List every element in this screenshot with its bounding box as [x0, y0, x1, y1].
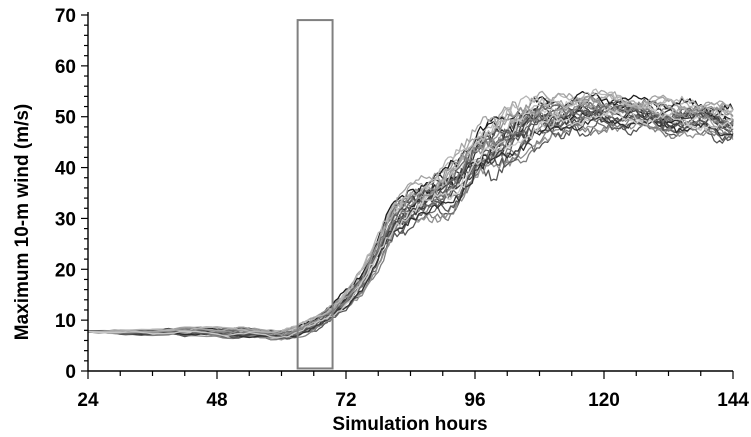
x-tick-label: 24 [77, 390, 99, 411]
ensemble-member-line [87, 88, 734, 333]
ensemble-member-line [87, 109, 734, 339]
y-tick-label: 20 [55, 260, 76, 281]
y-tick-label: 10 [55, 311, 76, 332]
y-tick-label: 70 [55, 6, 76, 27]
axis-layer: 0 10 20 30 40 50 60 70 24 48 72 96 120 144 [55, 6, 750, 411]
ensemble-member-line [87, 116, 734, 341]
ensemble-member-line [87, 111, 734, 340]
ensemble-member-line [87, 99, 734, 338]
y-tick-label: 60 [55, 57, 76, 78]
ensemble-member-line [87, 115, 734, 339]
ensemble-member-line [87, 105, 734, 336]
y-tick-label: 50 [55, 108, 76, 129]
box-layer [296, 19, 334, 370]
ensemble-member-line [87, 122, 734, 341]
x-tick-label: 72 [335, 390, 356, 411]
y-tick-label: 30 [55, 209, 76, 230]
x-tick-label: 96 [464, 390, 485, 411]
y-tick-label: 0 [65, 362, 76, 383]
ensemble-member-line [87, 110, 734, 338]
highlight-box [296, 19, 334, 370]
x-tick-label: 144 [717, 390, 749, 411]
x-tick-label: 120 [588, 390, 620, 411]
y-tick-label: 40 [55, 159, 76, 180]
y-axis-title: Maximum 10-m wind (m/s) [12, 104, 33, 341]
x-axis-title: Simulation hours [332, 414, 487, 435]
x-tick-label: 48 [206, 390, 227, 411]
ensemble-member-line [87, 112, 734, 339]
series-layer [87, 88, 734, 341]
